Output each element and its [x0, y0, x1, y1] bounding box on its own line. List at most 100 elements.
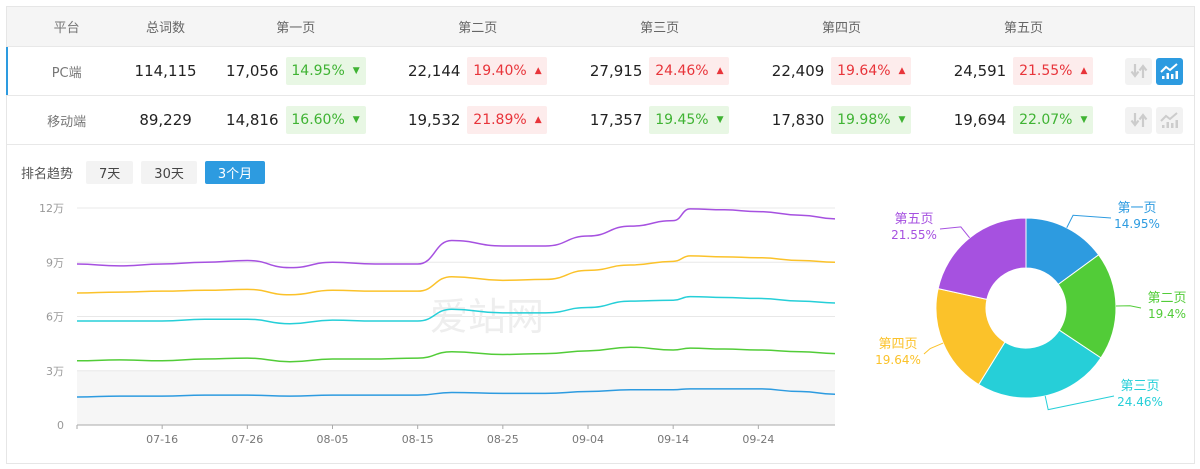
triangle-down-icon: ▼: [352, 115, 360, 125]
header-total: 总词数: [146, 21, 186, 36]
triangle-up-icon: ▲: [898, 66, 906, 76]
page-count: 17,357: [589, 111, 643, 129]
watermark-logo: 爱站网: [430, 295, 544, 339]
percent-badge: 16.60% ▼: [285, 106, 366, 134]
x-tick-label: 08-15: [402, 433, 434, 446]
trend-range-selector: 排名趋势 7天 30天 3个月: [21, 161, 273, 184]
page-3-cell: 17,357 19.45% ▼: [569, 106, 751, 134]
page-count: 27,915: [589, 62, 643, 80]
percent-value: 14.95%: [291, 63, 345, 79]
label-leader-line: [1044, 395, 1115, 411]
trend-chart-button[interactable]: [1156, 106, 1184, 134]
x-tick-label: 09-14: [657, 433, 689, 446]
percent-value: 19.98%: [837, 112, 891, 128]
y-tick-label: 0: [57, 419, 64, 432]
triangle-down-icon: ▼: [898, 115, 906, 125]
percent-value: 22.07%: [1019, 112, 1073, 128]
page-5-cell: 24,591 21.55% ▲: [933, 57, 1115, 85]
slice-label: 第一页: [1117, 201, 1156, 216]
triangle-up-icon: ▲: [534, 115, 542, 125]
header-page-1: 第一页: [276, 21, 316, 36]
percent-value: 19.40%: [473, 63, 527, 79]
page-2-cell: 22,144 19.40% ▲: [387, 57, 569, 85]
header-page-2: 第二页: [458, 21, 498, 36]
table-row: PC端 114,115 17,056 14.95% ▼ 22,144 19.40…: [6, 47, 1194, 96]
ranking-table: 平台 总词数 第一页 第二页 第三页 第四页 第五页 PC端 114,115 1…: [6, 7, 1194, 145]
slice-value: 21.55%: [891, 228, 937, 242]
range-3-months-button[interactable]: 3个月: [204, 161, 266, 184]
header-page-3: 第三页: [640, 21, 680, 36]
percent-badge: 24.46% ▲: [649, 57, 730, 85]
triangle-down-icon: ▼: [352, 66, 360, 76]
sort-arrows-icon: [1130, 113, 1148, 127]
page-count: 17,056: [226, 62, 279, 80]
sort-button[interactable]: [1125, 57, 1153, 85]
y-tick-label: 12万: [39, 202, 64, 215]
page-5-cell: 19,694 22.07% ▼: [933, 106, 1115, 134]
triangle-up-icon: ▲: [1080, 66, 1088, 76]
header-page-5: 第五页: [1003, 21, 1043, 36]
label-leader-line: [1066, 214, 1112, 228]
range-7-days-button[interactable]: 7天: [86, 161, 134, 184]
total-keywords: 114,115: [134, 62, 197, 80]
bar-chart-trend-icon: [1159, 112, 1178, 128]
page-3-cell: 27,915 24.46% ▲: [569, 57, 751, 85]
slice-label: 第五页: [894, 212, 933, 227]
x-tick-label: 07-16: [146, 433, 178, 446]
triangle-up-icon: ▲: [534, 66, 542, 76]
percent-badge: 19.45% ▼: [649, 106, 730, 134]
series-line-page-1: [76, 388, 836, 398]
percent-badge: 14.95% ▼: [285, 57, 366, 85]
triangle-up-icon: ▲: [716, 66, 724, 76]
percent-value: 19.45%: [655, 112, 709, 128]
percent-badge: 21.55% ▲: [1013, 57, 1094, 85]
slice-label: 第三页: [1120, 379, 1159, 394]
label-leader-line: [939, 226, 971, 239]
donut-slice-page-4: [935, 288, 1006, 386]
header-page-4: 第四页: [822, 21, 862, 36]
bar-chart-trend-icon: [1159, 63, 1178, 79]
page-4-cell: 17,830 19.98% ▼: [751, 106, 933, 134]
trend-chart-button[interactable]: [1156, 57, 1184, 85]
page-2-cell: 19,532 21.89% ▲: [387, 106, 569, 134]
series-line-page-4: [76, 255, 836, 296]
y-tick-label: 3万: [46, 365, 64, 378]
x-tick-label: 08-05: [317, 433, 349, 446]
range-30-days-button[interactable]: 30天: [141, 161, 197, 184]
page-count: 19,694: [953, 111, 1007, 129]
x-tick-label: 08-25: [487, 433, 519, 446]
page-4-cell: 22,409 19.64% ▲: [751, 57, 933, 85]
sort-arrows-icon: [1130, 64, 1148, 78]
table-row: 移动端 89,229 14,816 16.60% ▼ 19,532 21.89%…: [7, 96, 1194, 145]
page-count: 24,591: [953, 62, 1007, 80]
table-header: 平台 总词数 第一页 第二页 第三页 第四页 第五页: [7, 7, 1194, 47]
series-line-page-3: [76, 295, 836, 325]
x-tick-label: 07-26: [231, 433, 263, 446]
shaded-band: [77, 370, 835, 425]
series-line-page-2: [76, 346, 836, 363]
triangle-down-icon: ▼: [1080, 115, 1088, 125]
percent-value: 19.64%: [837, 63, 891, 79]
sort-button[interactable]: [1125, 106, 1153, 134]
y-tick-label: 6万: [46, 311, 64, 324]
page-count: 17,830: [771, 111, 825, 129]
percent-badge: 22.07% ▼: [1013, 106, 1094, 134]
label-leader-line: [923, 342, 944, 355]
total-keywords: 89,229: [139, 111, 192, 129]
percent-value: 21.55%: [1019, 63, 1073, 79]
label-leader-line: [1115, 305, 1142, 309]
slice-label: 第四页: [878, 337, 917, 352]
percent-badge: 19.40% ▲: [467, 57, 548, 85]
slice-value: 14.95%: [1114, 217, 1160, 231]
y-tick-label: 9万: [46, 256, 64, 269]
page-count: 22,144: [407, 62, 461, 80]
trend-label: 排名趋势: [21, 167, 74, 182]
donut-slice-page-3: [977, 329, 1102, 399]
page-count: 19,532: [407, 111, 461, 129]
donut-slice-page-5: [937, 217, 1027, 300]
percent-badge: 21.89% ▲: [467, 106, 548, 134]
panel: [6, 6, 1195, 464]
page-1-cell: 14,816 16.60% ▼: [205, 106, 387, 134]
